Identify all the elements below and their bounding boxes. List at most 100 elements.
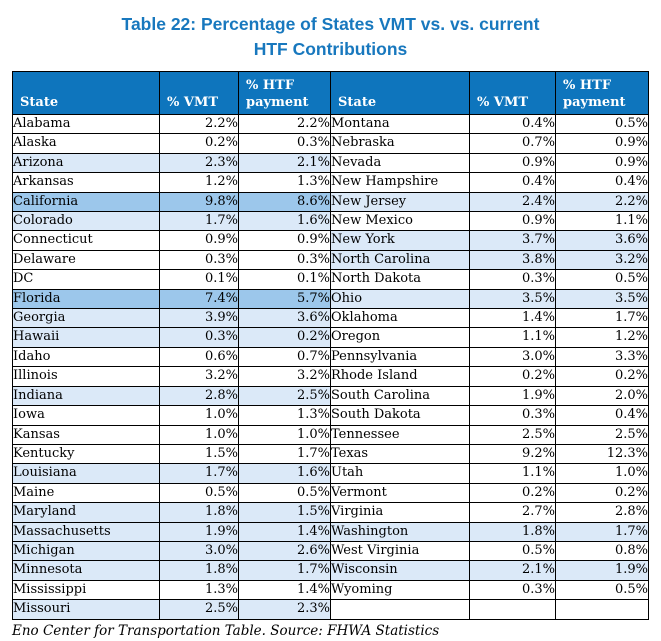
state-cell-right: Ohio	[330, 288, 470, 310]
vmt-cell-left: 1.7%	[159, 211, 239, 232]
state-cell-right: Nevada	[330, 152, 470, 174]
table-row: Alaska 0.2% 0.3% Nebraska 0.7% 0.9%	[12, 133, 649, 154]
htf-cell-right: 1.9%	[555, 560, 649, 581]
table-row: Georgia 3.9% 3.6% Oklahoma 1.4% 1.7%	[12, 308, 649, 329]
vmt-cell-right	[469, 599, 556, 620]
vmt-cell-left: 0.5%	[159, 482, 239, 504]
state-cell-left: Alaska	[12, 133, 160, 154]
table-title: Table 22: Percentage of States VMT vs. v…	[0, 12, 661, 62]
state-cell-right: New Hampshire	[330, 172, 470, 193]
table-body: Alabama 2.2% 2.2% Montana 0.4% 0.5% Alaska 0.2%…	[12, 113, 649, 620]
htf-cell-left: 0.3%	[238, 133, 331, 154]
state-cell-right: Texas	[330, 443, 470, 465]
vmt-cell-left: 1.8%	[159, 502, 239, 523]
table-row: Iowa 1.0% 1.3% South Dakota 0.3% 0.4%	[12, 405, 649, 426]
table-row: Louisiana 1.7% 1.6% Utah 1.1% 1.0%	[12, 463, 649, 484]
vmt-cell-left: 2.8%	[159, 385, 239, 407]
state-cell-right: Rhode Island	[330, 366, 470, 387]
htf-cell-left: 5.7%	[238, 288, 331, 310]
vmt-cell-right: 1.1%	[469, 327, 556, 348]
htf-cell-right: 1.7%	[555, 308, 649, 329]
vmt-cell-right: 3.0%	[469, 346, 556, 368]
state-cell-right: North Dakota	[330, 269, 470, 290]
htf-cell-right: 2.0%	[555, 385, 649, 407]
state-cell-right: Wisconsin	[330, 560, 470, 581]
htf-cell-left: 2.1%	[238, 152, 331, 174]
state-cell-right: Utah	[330, 463, 470, 484]
htf-cell-right: 0.8%	[555, 540, 649, 562]
vmt-cell-right: 0.2%	[469, 482, 556, 504]
htf-cell-left: 2.6%	[238, 540, 331, 562]
htf-cell-left: 0.5%	[238, 482, 331, 504]
table-row: DC 0.1% 0.1% North Dakota 0.3% 0.5%	[12, 269, 649, 290]
htf-cell-right: 0.2%	[555, 482, 649, 504]
vmt-cell-right: 0.9%	[469, 152, 556, 174]
vmt-cell-right: 0.3%	[469, 405, 556, 426]
column-header-htf-right: % HTF payment	[555, 71, 649, 115]
table-row: Hawaii 0.3% 0.2% Oregon 1.1% 1.2%	[12, 327, 649, 348]
state-cell-left: Colorado	[12, 211, 160, 232]
vmt-cell-right: 0.2%	[469, 366, 556, 387]
htf-cell-left: 1.6%	[238, 463, 331, 484]
vmt-cell-right: 0.4%	[469, 172, 556, 193]
vmt-cell-left: 0.2%	[159, 133, 239, 154]
vmt-cell-right: 3.7%	[469, 230, 556, 251]
vmt-cell-right: 1.1%	[469, 463, 556, 484]
state-cell-left: Delaware	[12, 249, 160, 271]
state-cell-right: Nebraska	[330, 133, 470, 154]
state-cell-left: Kentucky	[12, 443, 160, 465]
htf-cell-left: 2.3%	[238, 599, 331, 620]
htf-cell-left: 1.5%	[238, 502, 331, 523]
htf-cell-left: 8.6%	[238, 191, 331, 213]
state-cell-left: Arizona	[12, 152, 160, 174]
vmt-cell-left: 3.0%	[159, 540, 239, 562]
table-row: Indiana 2.8% 2.5% South Carolina 1.9% 2.0%	[12, 385, 649, 407]
htf-cell-right: 0.9%	[555, 152, 649, 174]
state-cell-left: Idaho	[12, 346, 160, 368]
htf-cell-right: 2.5%	[555, 424, 649, 445]
table-row: California 9.8% 8.6% New Jersey 2.4% 2.2%	[12, 191, 649, 213]
vmt-cell-right: 1.8%	[469, 521, 556, 542]
state-cell-left: Georgia	[12, 308, 160, 329]
column-header-state-right: State	[330, 71, 470, 115]
state-cell-left: Minnesota	[12, 560, 160, 581]
htf-cell-right: 0.4%	[555, 405, 649, 426]
table-row: Kansas 1.0% 1.0% Tennessee 2.5% 2.5%	[12, 424, 649, 445]
table-header-row: State % VMT % HTF payment State % VMT % …	[12, 71, 649, 115]
htf-cell-left: 1.3%	[238, 405, 331, 426]
state-cell-right: Oregon	[330, 327, 470, 348]
htf-cell-left: 3.2%	[238, 366, 331, 387]
state-cell-right: West Virginia	[330, 540, 470, 562]
vmt-cell-left: 2.3%	[159, 152, 239, 174]
htf-cell-right: 3.2%	[555, 249, 649, 271]
htf-cell-right: 1.2%	[555, 327, 649, 348]
state-cell-left: California	[12, 191, 160, 213]
vmt-cell-left: 0.6%	[159, 346, 239, 368]
state-cell-left: Arkansas	[12, 172, 160, 193]
vmt-cell-left: 9.8%	[159, 191, 239, 213]
state-cell-left: Maine	[12, 482, 160, 504]
vmt-cell-left: 1.7%	[159, 463, 239, 484]
state-cell-left: Iowa	[12, 405, 160, 426]
htf-cell-left: 0.2%	[238, 327, 331, 348]
htf-cell-right	[555, 599, 649, 620]
state-cell-left: Louisiana	[12, 463, 160, 484]
htf-cell-right: 2.8%	[555, 502, 649, 523]
htf-cell-right: 1.7%	[555, 521, 649, 542]
vmt-cell-left: 1.3%	[159, 579, 239, 601]
vmt-cell-right: 0.4%	[469, 113, 556, 135]
htf-cell-right: 1.0%	[555, 463, 649, 484]
vmt-cell-left: 0.1%	[159, 269, 239, 290]
table-row: Maryland 1.8% 1.5% Virginia 2.7% 2.8%	[12, 502, 649, 523]
table-title-line2: HTF Contributions	[253, 39, 408, 59]
vmt-cell-right: 1.4%	[469, 308, 556, 329]
vmt-htf-table: State % VMT % HTF payment State % VMT % …	[12, 71, 649, 620]
table-row: Idaho 0.6% 0.7% Pennsylvania 3.0% 3.3%	[12, 346, 649, 368]
table-row: Michigan 3.0% 2.6% West Virginia 0.5% 0.8%	[12, 540, 649, 562]
table-row: Missouri 2.5% 2.3%	[12, 599, 649, 620]
state-cell-right: Oklahoma	[330, 308, 470, 329]
vmt-cell-right: 0.7%	[469, 133, 556, 154]
table-row: Delaware 0.3% 0.3% North Carolina 3.8% 3.2%	[12, 249, 649, 271]
htf-cell-left: 1.6%	[238, 211, 331, 232]
state-cell-left: Mississippi	[12, 579, 160, 601]
